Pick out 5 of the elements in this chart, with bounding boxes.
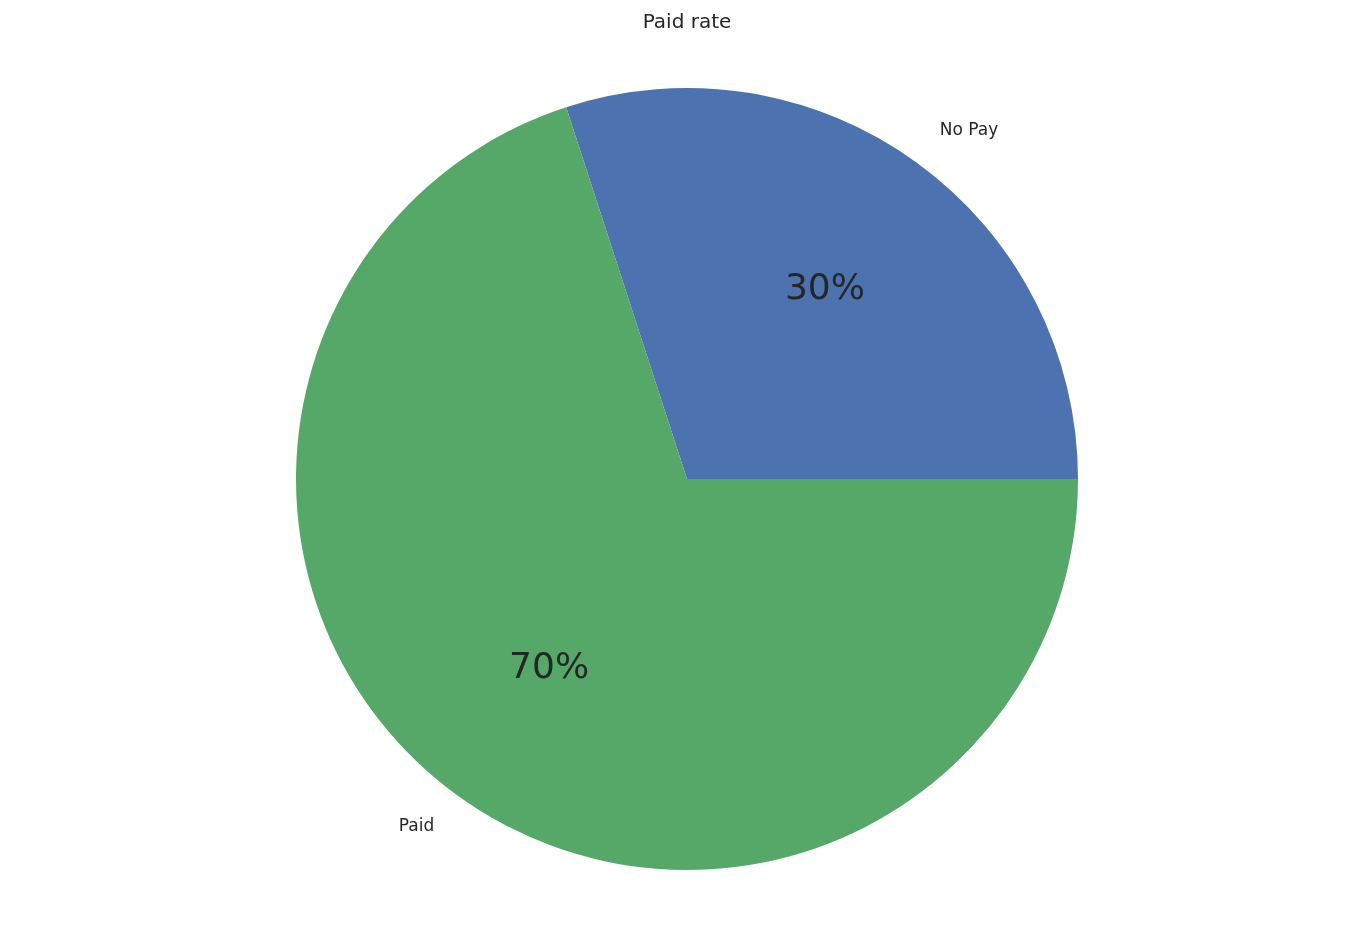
slice-label: No Pay <box>939 119 999 140</box>
chart-title: Paid rate <box>642 9 732 34</box>
slice-label: Paid <box>398 815 435 836</box>
data-label: 30% <box>784 265 865 307</box>
data-label: 70% <box>509 645 590 687</box>
